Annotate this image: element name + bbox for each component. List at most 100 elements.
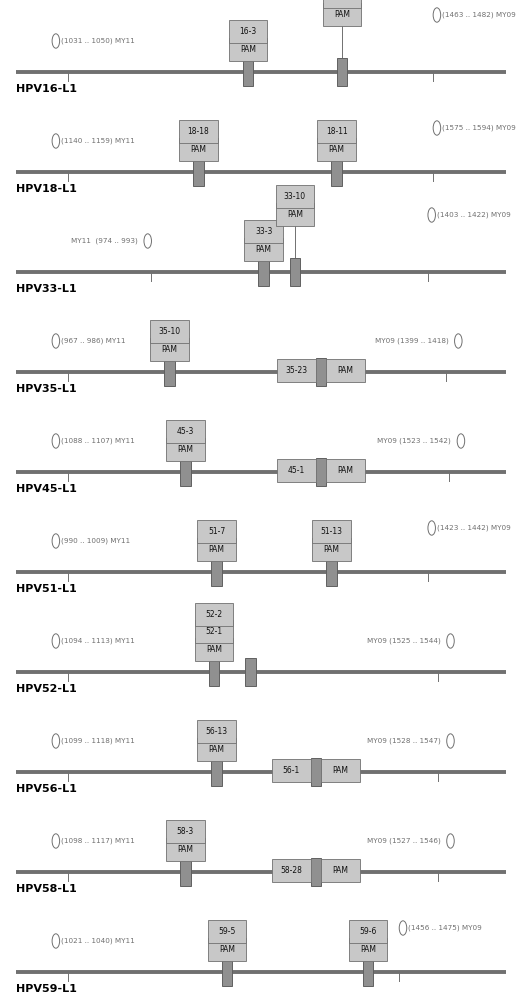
FancyBboxPatch shape — [197, 538, 236, 561]
Text: PAM: PAM — [324, 545, 339, 554]
Text: HPV18-L1: HPV18-L1 — [16, 184, 77, 194]
Bar — [290, 258, 300, 286]
FancyBboxPatch shape — [276, 203, 314, 226]
FancyBboxPatch shape — [166, 820, 205, 843]
Text: MY09 (1527 .. 1546): MY09 (1527 .. 1546) — [367, 838, 441, 844]
Text: 45-1: 45-1 — [288, 466, 305, 475]
Text: HPV59-L1: HPV59-L1 — [16, 984, 77, 994]
Bar — [211, 758, 222, 786]
Text: HPV33-L1: HPV33-L1 — [16, 284, 76, 294]
Text: (990 .. 1009) MY11: (990 .. 1009) MY11 — [61, 538, 130, 544]
FancyBboxPatch shape — [179, 120, 218, 143]
FancyBboxPatch shape — [326, 459, 365, 482]
FancyBboxPatch shape — [150, 338, 189, 361]
Text: 16-5: 16-5 — [333, 0, 351, 1]
Text: PAM: PAM — [240, 45, 256, 54]
Text: (1094 .. 1113) MY11: (1094 .. 1113) MY11 — [61, 638, 135, 644]
Bar — [164, 358, 175, 386]
FancyBboxPatch shape — [349, 938, 387, 961]
FancyBboxPatch shape — [150, 320, 189, 343]
Text: HPV16-L1: HPV16-L1 — [16, 84, 77, 94]
Bar — [326, 558, 337, 586]
FancyBboxPatch shape — [208, 938, 246, 961]
Text: PAM: PAM — [209, 745, 224, 754]
FancyBboxPatch shape — [195, 620, 233, 643]
Bar — [245, 658, 256, 686]
FancyBboxPatch shape — [272, 759, 311, 782]
Text: 33-10: 33-10 — [284, 192, 306, 201]
Bar — [193, 158, 204, 186]
Bar — [211, 558, 222, 586]
FancyBboxPatch shape — [277, 359, 316, 382]
Bar — [243, 58, 253, 86]
Text: PAM: PAM — [219, 945, 235, 954]
FancyBboxPatch shape — [312, 538, 351, 561]
Text: (1098 .. 1117) MY11: (1098 .. 1117) MY11 — [61, 838, 135, 844]
Bar — [180, 858, 191, 886]
Text: (1423 .. 1442) MY09: (1423 .. 1442) MY09 — [437, 525, 511, 531]
Text: PAM: PAM — [334, 10, 350, 19]
Text: 58-3: 58-3 — [176, 827, 194, 836]
FancyBboxPatch shape — [195, 638, 233, 661]
Text: (1463 .. 1482) MY09: (1463 .. 1482) MY09 — [442, 12, 516, 18]
Bar — [258, 258, 269, 286]
Text: MY11  (974 .. 993): MY11 (974 .. 993) — [71, 238, 138, 244]
FancyBboxPatch shape — [244, 220, 283, 243]
FancyBboxPatch shape — [166, 438, 205, 461]
Text: PAM: PAM — [206, 645, 222, 654]
Text: PAM: PAM — [177, 845, 193, 854]
Text: MY09 (1528 .. 1547): MY09 (1528 .. 1547) — [367, 738, 441, 744]
FancyBboxPatch shape — [321, 859, 360, 882]
Text: HPV52-L1: HPV52-L1 — [16, 684, 76, 694]
Text: 51-13: 51-13 — [321, 527, 342, 536]
Text: (1031 .. 1050) MY11: (1031 .. 1050) MY11 — [61, 38, 135, 44]
Bar — [316, 358, 326, 386]
FancyBboxPatch shape — [321, 759, 360, 782]
Text: HPV58-L1: HPV58-L1 — [16, 884, 76, 894]
FancyBboxPatch shape — [317, 138, 356, 161]
FancyBboxPatch shape — [326, 359, 365, 382]
Text: (1088 .. 1107) MY11: (1088 .. 1107) MY11 — [61, 438, 135, 444]
Text: PAM: PAM — [177, 445, 193, 454]
FancyBboxPatch shape — [197, 720, 236, 743]
Text: PAM: PAM — [338, 366, 353, 375]
Text: (1140 .. 1159) MY11: (1140 .. 1159) MY11 — [61, 138, 135, 144]
Text: PAM: PAM — [256, 245, 271, 254]
FancyBboxPatch shape — [166, 838, 205, 861]
Text: 18-18: 18-18 — [187, 127, 209, 136]
Text: (967 .. 986) MY11: (967 .. 986) MY11 — [61, 338, 126, 344]
Text: MY09 (1525 .. 1544): MY09 (1525 .. 1544) — [367, 638, 441, 644]
Bar — [311, 758, 321, 786]
Text: (1403 .. 1422) MY09: (1403 .. 1422) MY09 — [437, 212, 511, 218]
Text: 51-7: 51-7 — [208, 527, 226, 536]
Text: 52-1: 52-1 — [206, 627, 222, 636]
FancyBboxPatch shape — [312, 520, 351, 543]
Text: PAM: PAM — [338, 466, 353, 475]
FancyBboxPatch shape — [229, 20, 267, 43]
Text: 35-23: 35-23 — [286, 366, 307, 375]
FancyBboxPatch shape — [195, 603, 233, 626]
Bar — [337, 58, 347, 86]
Bar — [316, 458, 326, 486]
Bar — [180, 458, 191, 486]
Bar — [209, 658, 219, 686]
Text: HPV51-L1: HPV51-L1 — [16, 584, 76, 594]
Text: HPV35-L1: HPV35-L1 — [16, 384, 76, 394]
Text: (1575 .. 1594) MY09: (1575 .. 1594) MY09 — [442, 125, 516, 131]
FancyBboxPatch shape — [323, 0, 361, 8]
Bar — [363, 958, 373, 986]
Text: (1099 .. 1118) MY11: (1099 .. 1118) MY11 — [61, 738, 135, 744]
FancyBboxPatch shape — [323, 3, 361, 26]
Text: PAM: PAM — [162, 345, 177, 354]
Text: HPV56-L1: HPV56-L1 — [16, 784, 77, 794]
FancyBboxPatch shape — [277, 459, 316, 482]
Text: PAM: PAM — [333, 766, 348, 775]
Text: (1021 .. 1040) MY11: (1021 .. 1040) MY11 — [61, 938, 135, 944]
FancyBboxPatch shape — [244, 238, 283, 261]
Text: 35-10: 35-10 — [159, 327, 181, 336]
Bar — [331, 158, 342, 186]
FancyBboxPatch shape — [349, 920, 387, 943]
Bar — [311, 858, 321, 886]
Text: MY09 (1523 .. 1542): MY09 (1523 .. 1542) — [377, 438, 451, 444]
Text: PAM: PAM — [209, 545, 224, 554]
